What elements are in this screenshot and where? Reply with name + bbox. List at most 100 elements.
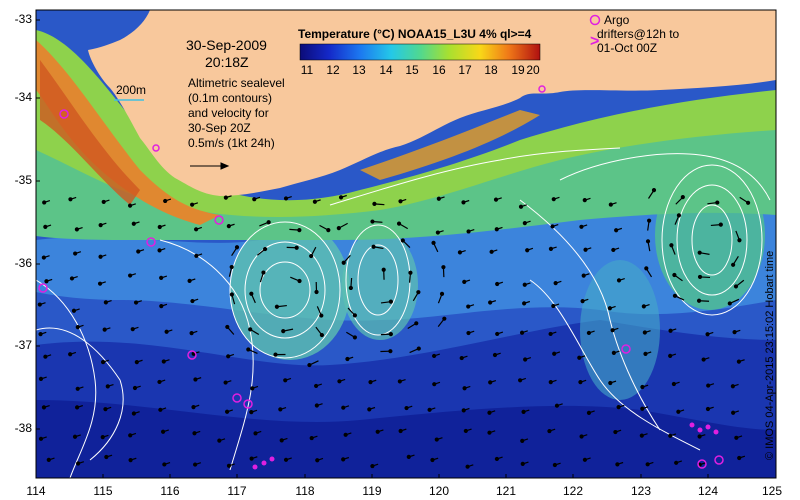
velocity-arrow-head bbox=[580, 299, 585, 304]
velocity-arrow-head bbox=[368, 380, 373, 385]
argo-marker bbox=[152, 144, 160, 152]
drifters-legend-line: 01-Oct 00Z bbox=[597, 41, 658, 55]
velocity-vectors bbox=[37, 188, 751, 469]
velocity-arrow-head bbox=[431, 240, 436, 245]
velocity-arrow-head bbox=[343, 432, 348, 437]
velocity-arrow-head bbox=[608, 380, 613, 386]
velocity-arrow-head bbox=[430, 457, 435, 463]
velocity-arrow-head bbox=[398, 428, 403, 434]
velocity-arrow-head bbox=[309, 253, 314, 259]
velocity-arrow-head bbox=[495, 331, 500, 337]
argo-legend-icon bbox=[589, 14, 601, 26]
velocity-arrow-head bbox=[223, 195, 228, 200]
velocity-arrow-head bbox=[522, 301, 527, 306]
drifter-point bbox=[261, 460, 267, 466]
drifter-point bbox=[713, 429, 719, 435]
velocity-arrow-head bbox=[226, 463, 232, 468]
velocity-arrow-head bbox=[706, 383, 711, 388]
contour bbox=[36, 279, 97, 478]
velocity-arrow-head bbox=[459, 355, 464, 361]
velocity-arrow-head bbox=[651, 188, 657, 193]
velocity-arrow-head bbox=[161, 359, 166, 364]
velocity-arrow-head bbox=[279, 438, 284, 443]
velocity-arrow-head bbox=[261, 270, 266, 275]
argo-marker bbox=[697, 459, 707, 469]
velocity-arrow-head bbox=[191, 405, 196, 410]
velocity-arrow-head bbox=[229, 264, 234, 270]
velocity-arrow-head bbox=[226, 224, 231, 229]
velocity-arrow-head bbox=[616, 278, 622, 283]
contour bbox=[357, 244, 399, 316]
velocity-arrow-head bbox=[518, 378, 523, 383]
velocity-arrow-head bbox=[439, 291, 445, 296]
lon-tick-label: 118 bbox=[295, 484, 315, 498]
velocity-arrow-head bbox=[43, 354, 48, 359]
velocity-arrow-head bbox=[42, 200, 47, 205]
lon-tick-label: 114 bbox=[26, 484, 46, 498]
contour bbox=[661, 164, 763, 316]
velocity-arrow-head bbox=[644, 266, 649, 271]
contour bbox=[691, 204, 733, 276]
velocity-arrow-head bbox=[162, 462, 167, 467]
drifters-legend-label: drifters@12h to 01-Oct 00Z bbox=[597, 27, 679, 55]
velocity-arrow-head bbox=[224, 409, 230, 414]
velocity-arrow-head bbox=[338, 195, 344, 200]
drifter-legend-icon: > bbox=[590, 33, 599, 50]
vector-key-arrow bbox=[190, 162, 230, 170]
drifter-point bbox=[705, 424, 711, 430]
velocity-arrow-head bbox=[416, 290, 421, 295]
velocity-arrow-head bbox=[159, 275, 164, 280]
colorbar-tick: 16 bbox=[432, 63, 446, 77]
velocity-arrow-head bbox=[41, 405, 47, 410]
velocity-arrow-head bbox=[521, 409, 526, 414]
velocity-arrow-head bbox=[647, 218, 652, 223]
velocity-arrow-head bbox=[352, 313, 357, 318]
velocity-arrow-head bbox=[128, 433, 133, 438]
velocity-arrow-head bbox=[187, 278, 192, 283]
velocity-arrow-head bbox=[341, 260, 346, 265]
velocity-arrow-head bbox=[495, 281, 500, 287]
velocity-arrow-head bbox=[442, 316, 447, 321]
velocity-arrow-head bbox=[371, 244, 376, 249]
velocity-arrow-head bbox=[158, 407, 163, 412]
velocity-arrow-head bbox=[463, 428, 468, 434]
velocity-arrow-head bbox=[98, 222, 103, 228]
contour bbox=[259, 261, 311, 319]
velocity-arrow-head bbox=[189, 331, 194, 336]
velocity-arrow-head bbox=[388, 332, 393, 337]
velocity-arrow-head bbox=[309, 435, 314, 441]
velocity-arrow-head bbox=[229, 292, 234, 297]
velocity-arrow-head bbox=[582, 457, 588, 462]
velocity-arrow-head bbox=[610, 328, 615, 333]
altimetry-note-line: 30-Sep 20Z bbox=[188, 121, 251, 135]
velocity-arrow-head bbox=[134, 359, 139, 365]
velocity-arrow-head bbox=[674, 460, 679, 465]
velocity-arrow-head bbox=[194, 253, 199, 258]
velocity-arrow-head bbox=[345, 356, 350, 362]
velocity-arrow-head bbox=[253, 431, 258, 436]
velocity-arrow-head bbox=[157, 248, 162, 253]
deep-cold-water bbox=[36, 400, 776, 478]
velocity-arrow-head bbox=[190, 298, 195, 304]
velocity-arrow-head bbox=[640, 384, 645, 390]
argo-legend-label: Argo bbox=[604, 13, 630, 27]
lon-tick-label: 125 bbox=[761, 484, 783, 498]
velocity-arrow-head bbox=[548, 246, 554, 251]
velocity-arrow-head bbox=[734, 435, 739, 440]
velocity-arrow-head bbox=[416, 346, 421, 351]
velocity-arrow-head bbox=[193, 462, 198, 467]
lat-tick-label: -34 bbox=[14, 90, 32, 104]
velocity-arrow-head bbox=[731, 262, 736, 267]
velocity-arrow-head bbox=[457, 250, 463, 255]
lon-tick-label: 123 bbox=[630, 484, 652, 498]
contour bbox=[36, 327, 124, 461]
velocity-arrow-head bbox=[157, 379, 162, 385]
velocity-arrow-head bbox=[192, 431, 197, 436]
velocity-arrow-head bbox=[737, 455, 742, 461]
velocity-arrow-head bbox=[643, 351, 648, 356]
lat-tick-label: -35 bbox=[14, 173, 32, 187]
argo-marker bbox=[38, 283, 48, 293]
velocity-arrow-head bbox=[307, 362, 312, 368]
altimetry-note: Altimetric sealevel (0.1m contours) and … bbox=[188, 76, 285, 151]
drifter-point bbox=[689, 422, 695, 428]
